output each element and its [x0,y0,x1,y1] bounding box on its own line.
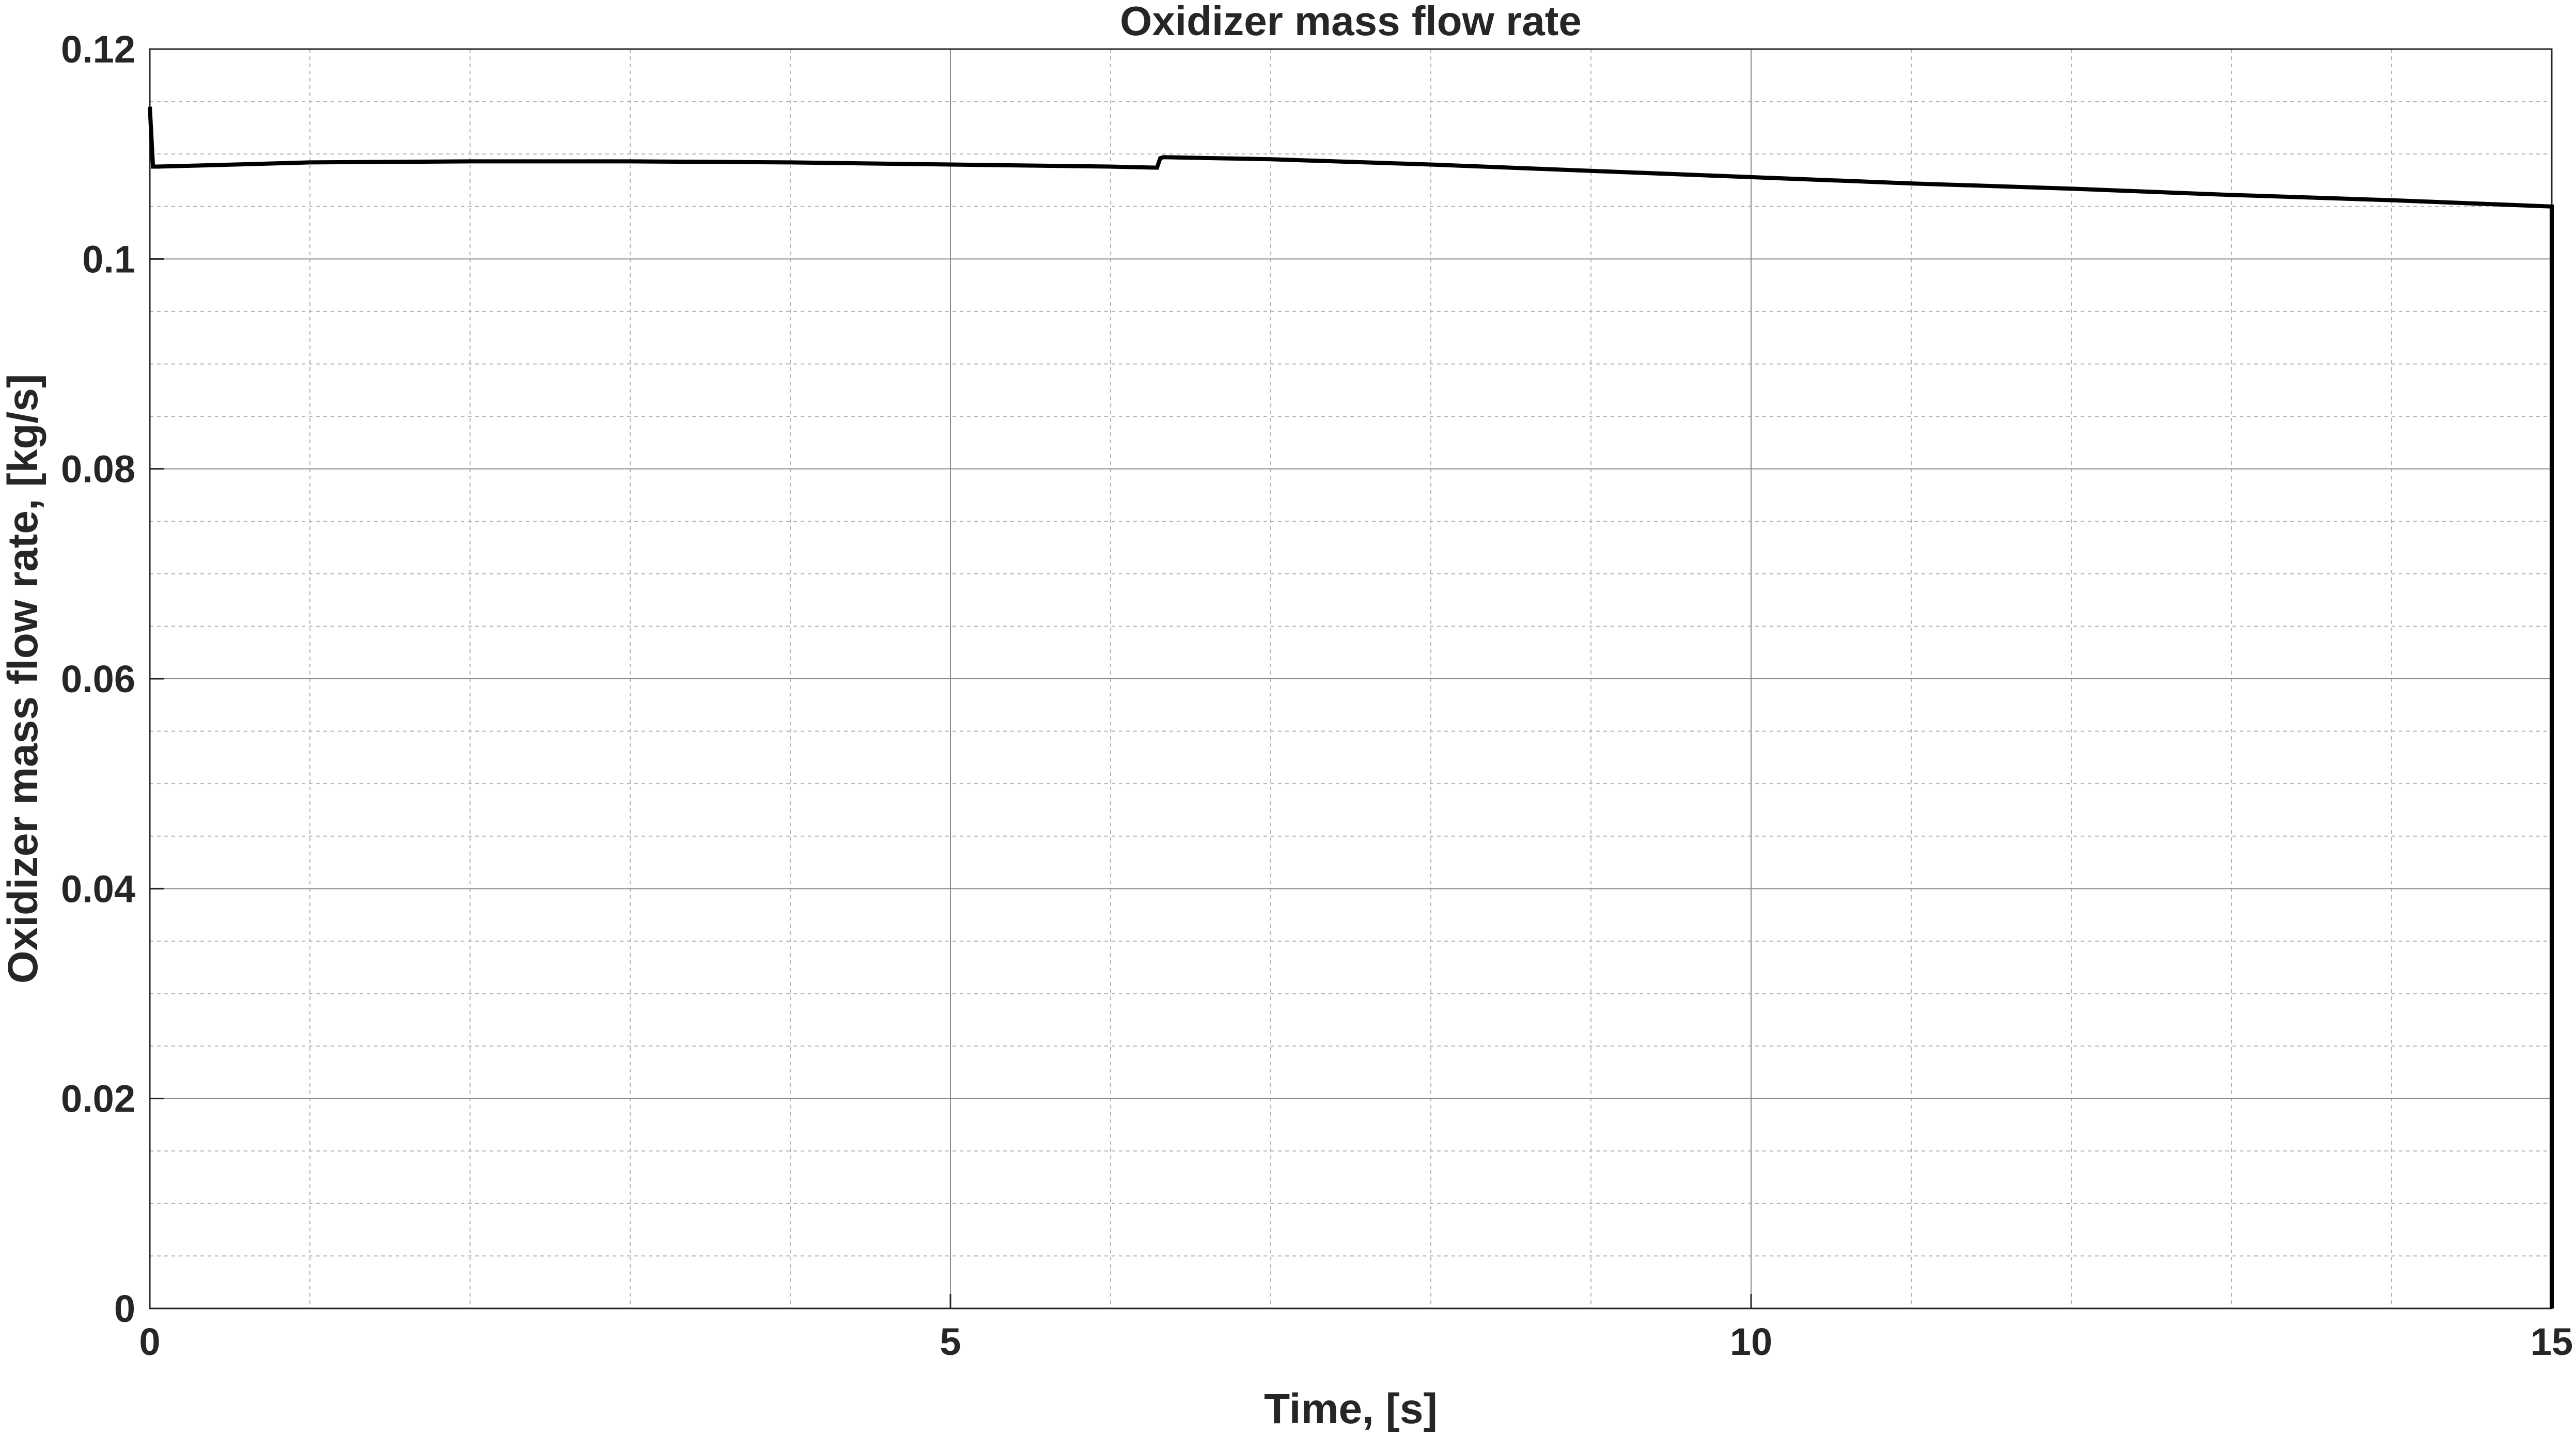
y-axis-label: Oxidizer mass flow rate, [kg/s] [0,374,46,984]
x-tick-label: 15 [2531,1320,2573,1363]
x-tick-label: 5 [940,1320,961,1363]
y-tick-label: 0.02 [61,1078,135,1120]
y-tick-label: 0.06 [61,658,135,700]
x-tick-label: 0 [139,1320,160,1363]
x-axis-label: Time, [s] [1264,1385,1438,1432]
y-tick-label: 0.1 [82,238,135,280]
series-line [148,106,2554,1308]
x-axis: 0 5 10 15 [139,1294,2573,1363]
x-tick-label: 10 [1730,1320,1772,1363]
y-tick-label: 0.04 [61,867,135,910]
y-tick-label: 0.12 [61,28,135,71]
series-layer [148,106,2554,1308]
chart-title: Oxidizer mass flow rate [1120,0,1582,44]
y-axis: 0 0.02 0.04 0.06 0.08 0.1 0.12 [61,28,164,1330]
y-tick-label: 0 [114,1287,135,1330]
y-tick-label: 0.08 [61,448,135,491]
